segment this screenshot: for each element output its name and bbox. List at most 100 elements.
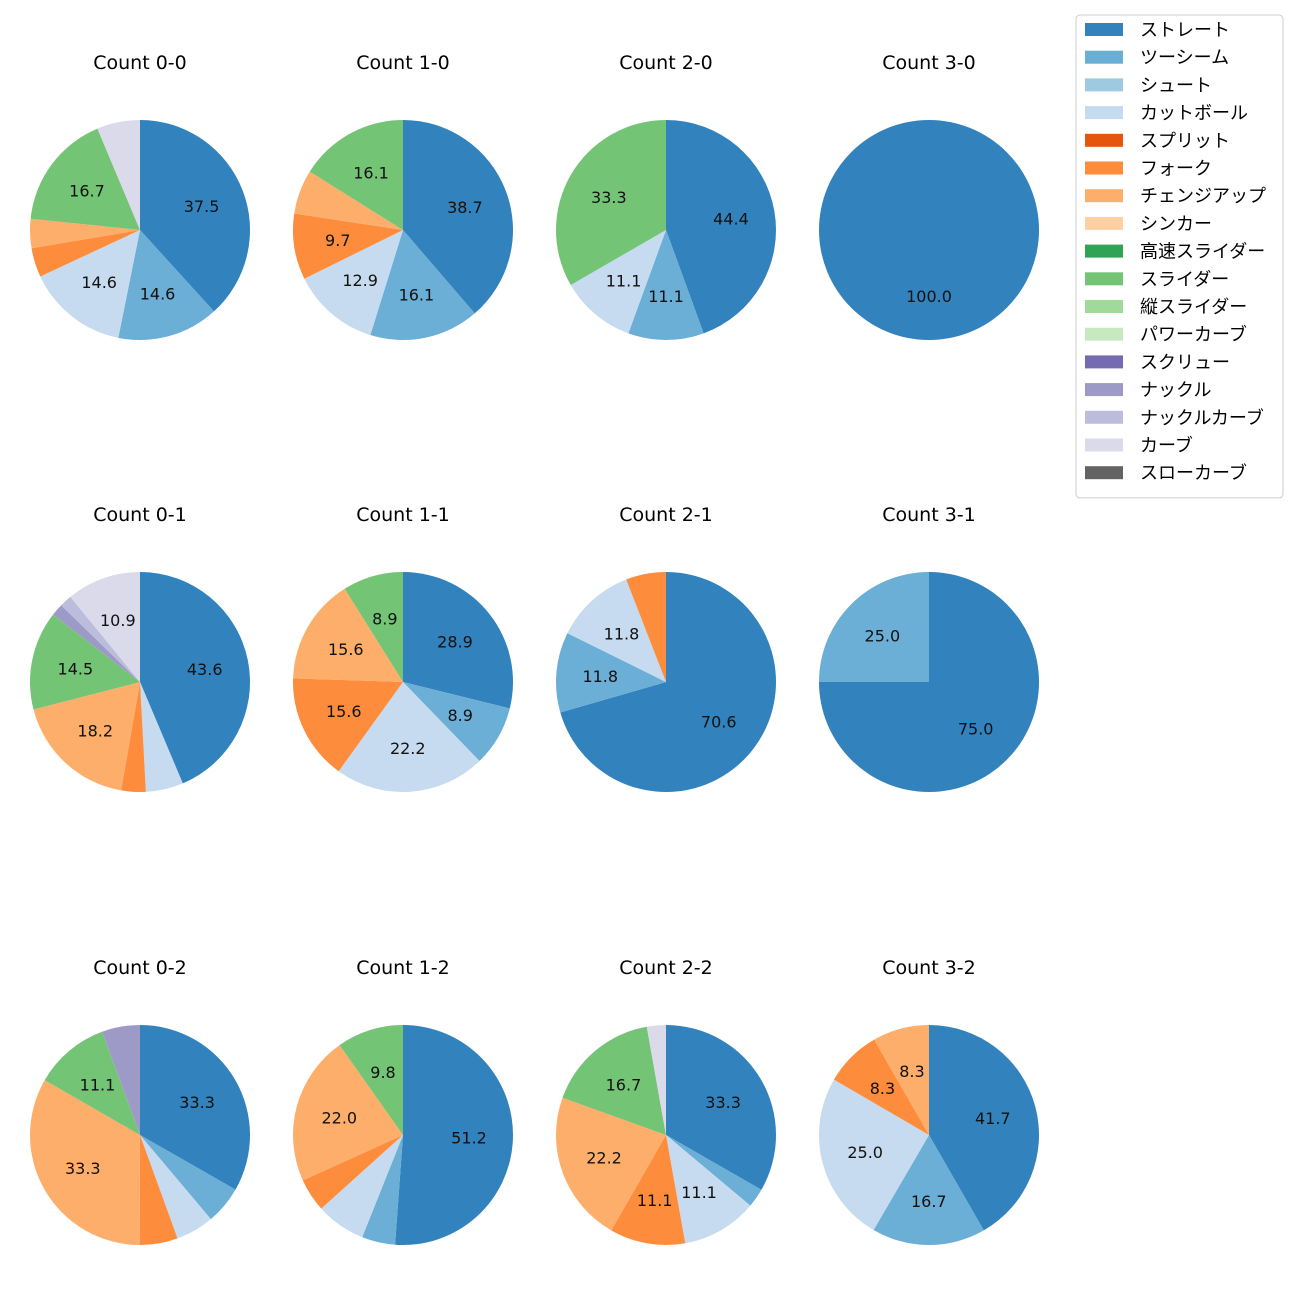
legend-label: スプリット (1140, 131, 1230, 152)
pie-1: Count 0-0 37.5 14.6 14.6 16.7 (29, 52, 250, 340)
slice-label: 22.0 (321, 1109, 357, 1128)
slice-label: 33.3 (179, 1093, 215, 1112)
pie-title: Count 1-1 (356, 504, 450, 526)
pie-slice (395, 1025, 514, 1246)
pie-slice (97, 120, 140, 230)
pie-slice (666, 1135, 751, 1244)
pie-slice (666, 1135, 762, 1206)
pie-title: Count 2-2 (619, 957, 713, 979)
legend-frame (1075, 14, 1284, 499)
pie-title: Count 0-2 (93, 957, 187, 979)
slice-label: 14.6 (81, 273, 117, 292)
pie-slice (53, 605, 140, 682)
legend-swatch (1085, 216, 1123, 230)
pie-slice (555, 120, 666, 285)
slice-label: 70.6 (701, 713, 737, 732)
slice-label: 16.7 (606, 1076, 642, 1095)
pie-7: Count 2-1 70.6 11.8 11.8 (556, 504, 776, 792)
slice-label: 8.9 (372, 610, 397, 629)
pie-slice (140, 1025, 250, 1190)
pie-12: Count 3-2 41.7 16.7 25.0 8.38.3 (818, 957, 1039, 1245)
pie-slice (819, 572, 929, 682)
legend-label: パワーカーブ (1140, 324, 1247, 346)
legend-swatch (1085, 410, 1123, 424)
pie-slice (30, 614, 140, 710)
legend-label: スライダー (1140, 269, 1229, 290)
slice-label: 18.2 (77, 722, 113, 741)
slice-label: 15.6 (326, 702, 362, 721)
legend-swatch (1085, 133, 1123, 147)
pie-slice (929, 1025, 1039, 1231)
pie-slice (292, 1045, 403, 1181)
slice-label: 22.2 (586, 1149, 622, 1168)
slice-label: 33.3 (705, 1093, 741, 1112)
pie-slice (70, 572, 140, 682)
legend-item: カーブ (1085, 435, 1193, 457)
slice-label: 11.1 (648, 287, 684, 306)
legend-swatch (1085, 50, 1123, 64)
pie-slice (44, 1031, 140, 1135)
legend-item: ツーシーム (1085, 48, 1229, 69)
legend-swatch (1085, 466, 1123, 480)
pie-slice (403, 682, 510, 762)
pies-group: Count 0-0 37.5 14.6 14.6 16.7 Count 1-0 38.7 16… (29, 52, 1039, 1246)
pie-slice (121, 682, 146, 792)
pie-slice (293, 588, 403, 682)
pie-slice (140, 120, 250, 312)
pie-slice (666, 1025, 777, 1190)
pie-10: Count 1-2 51.2 22.0 9.8 (292, 957, 514, 1246)
legend-label: スクリュー (1140, 352, 1230, 373)
pie-slice (626, 572, 666, 682)
pie-slice (309, 120, 403, 230)
pie-slice (562, 1026, 666, 1135)
pie-slice (370, 230, 475, 340)
legend-label: ナックルカーブ (1140, 407, 1264, 429)
legend-label: カーブ (1140, 435, 1193, 457)
pie-title: Count 0-1 (93, 504, 187, 526)
legend-swatch (1085, 383, 1123, 397)
slice-label: 11.1 (681, 1183, 717, 1202)
pie-slice (140, 682, 183, 792)
pie-5: Count 0-1 43.6 18.2 14.5 10.9 (30, 504, 251, 792)
slice-label: 25.0 (847, 1143, 883, 1162)
legend-label: ストレート (1140, 20, 1230, 41)
pie-slice (570, 230, 666, 334)
pie-slice (139, 1135, 178, 1245)
legend-swatch (1085, 78, 1123, 92)
slice-label: 37.5 (184, 197, 220, 216)
slice-label: 44.4 (713, 210, 749, 229)
legend-swatch (1085, 23, 1123, 36)
slice-label: 15.6 (328, 640, 364, 659)
slice-label: 11.1 (80, 1076, 116, 1095)
slice-label: 41.7 (975, 1109, 1011, 1128)
slice-label: 8.9 (447, 706, 472, 725)
pie-slice (819, 120, 1039, 340)
slice-label: 43.6 (187, 660, 223, 679)
legend-swatch (1085, 106, 1123, 120)
pie-title: Count 0-0 (93, 52, 187, 74)
pie-slice (293, 678, 403, 772)
slice-label: 16.1 (399, 286, 435, 305)
legend-swatch (1085, 355, 1123, 369)
legend-item: フォーク (1085, 159, 1212, 180)
pie-slice (140, 572, 251, 784)
pie-slice (362, 1135, 403, 1245)
pie-slice (293, 213, 403, 279)
pie-slice (628, 230, 704, 340)
slice-label: 16.1 (353, 163, 389, 182)
legend-swatch (1085, 161, 1123, 175)
slice-label: 16.7 (69, 182, 105, 201)
slice-label: 11.8 (582, 667, 618, 686)
legend-item: シンカー (1085, 214, 1212, 235)
legend-label: フォーク (1140, 159, 1212, 180)
slice-label: 33.3 (591, 188, 627, 207)
pie-slice (818, 1079, 929, 1231)
pie-title: Count 1-2 (356, 957, 450, 979)
legend-item: シュート (1085, 75, 1212, 96)
legend-item: ナックルカーブ (1085, 407, 1264, 429)
pie-slice (304, 230, 403, 336)
slice-label: 51.2 (451, 1128, 487, 1147)
slice-label: 75.0 (958, 720, 994, 739)
legend: ストレートツーシームシュートカットボールスプリットフォークチェンジアップシンカー… (1075, 14, 1284, 499)
